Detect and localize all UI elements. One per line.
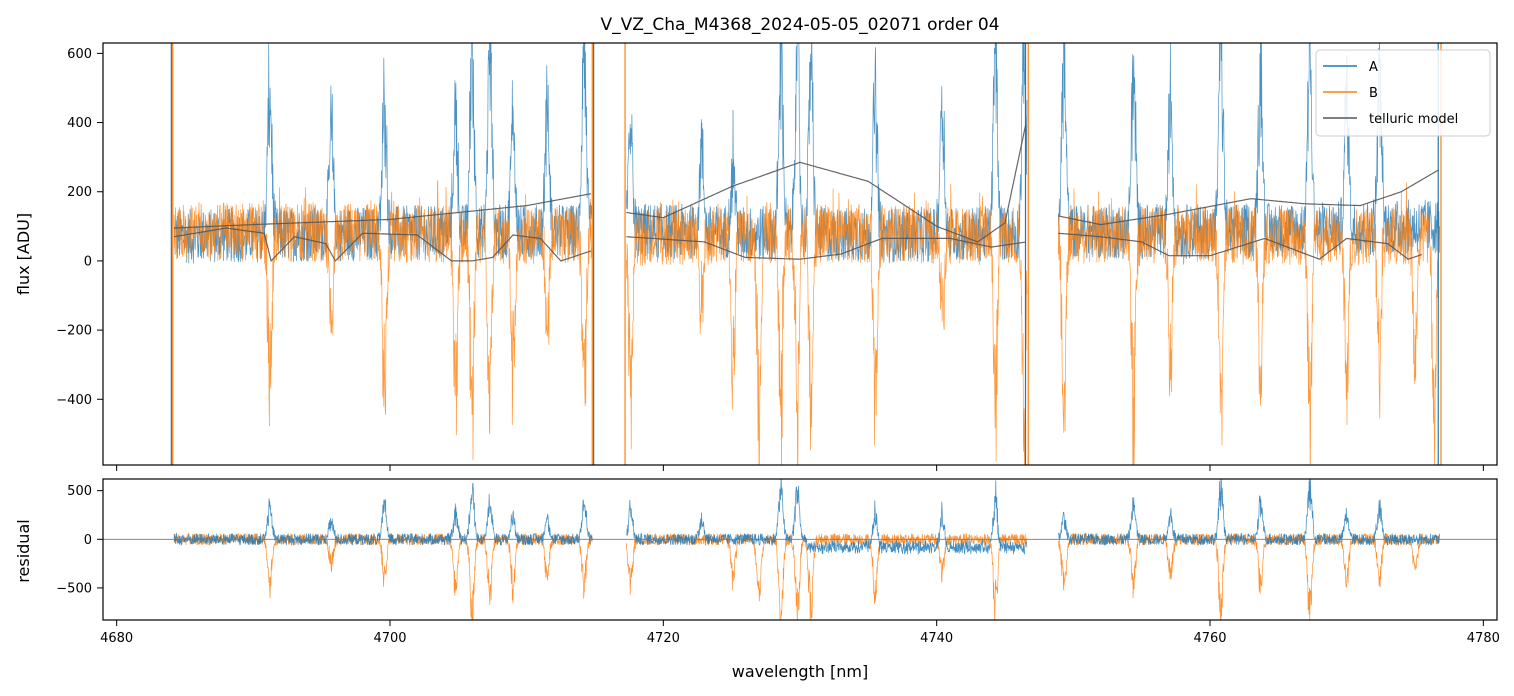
residual-a-segment-2 xyxy=(626,479,1028,555)
x-tick-label: 4760 xyxy=(1193,631,1226,646)
bottom-plot-area xyxy=(103,479,1497,620)
residual-a-segment-1 xyxy=(173,482,593,546)
bottom-y-axis-label: residual xyxy=(14,519,33,582)
telluric-lower-curve-2 xyxy=(626,236,1026,260)
residual-b-segment-2 xyxy=(626,532,1028,620)
y-tick-label: 200 xyxy=(67,185,92,200)
legend-label-telluric: telluric model xyxy=(1369,112,1458,127)
x-axis-label: wavelength [nm] xyxy=(732,662,869,681)
y-tick-label: −400 xyxy=(56,393,92,408)
telluric-upper-curve-2 xyxy=(626,125,1027,243)
x-tick-label: 4720 xyxy=(647,631,680,646)
bottom-panel: −500 0 500 4680 4700 4720 4740 4760 4780 residu… xyxy=(14,478,1500,681)
legend-box xyxy=(1315,49,1491,137)
telluric-lower-curve-3 xyxy=(1058,232,1422,260)
x-tick-label: 4700 xyxy=(373,631,406,646)
y-tick-label: 0 xyxy=(84,254,92,269)
y-tick-label: 0 xyxy=(84,533,92,548)
y-tick-label: −500 xyxy=(56,581,92,596)
residual-a-segment-3 xyxy=(1058,479,1440,546)
residual-b-segment-3 xyxy=(1057,532,1440,620)
top-x-ticks xyxy=(116,465,1484,471)
x-tick-label: 4740 xyxy=(920,631,953,646)
legend: A B telluric model xyxy=(1315,49,1491,137)
series-a-segment-1 xyxy=(173,43,593,264)
bottom-x-ticks: 4680 4700 4720 4740 4760 4780 xyxy=(100,620,1500,646)
series-b-segment-2 xyxy=(626,183,1028,465)
telluric-upper-curve-3 xyxy=(1058,169,1439,226)
telluric-upper-curve-1 xyxy=(174,193,592,229)
y-tick-label: 500 xyxy=(67,484,92,499)
legend-label-b: B xyxy=(1369,86,1378,101)
y-tick-label: 400 xyxy=(67,116,92,131)
x-tick-label: 4780 xyxy=(1467,631,1500,646)
top-plot-area xyxy=(170,43,1442,465)
bottom-y-ticks: −500 0 500 xyxy=(56,484,103,596)
top-panel: −400 −200 0 200 400 600 flux [ADU] xyxy=(14,42,1498,471)
top-y-axis-label: flux [ADU] xyxy=(14,213,33,295)
y-tick-label: 600 xyxy=(67,47,92,62)
top-axes-frame xyxy=(102,42,1498,466)
x-tick-label: 4680 xyxy=(100,631,133,646)
y-tick-label: −200 xyxy=(56,324,92,339)
legend-label-a: A xyxy=(1369,60,1378,75)
bottom-axes-frame xyxy=(102,478,1498,621)
top-y-ticks: −400 −200 0 200 400 600 xyxy=(56,47,103,408)
residual-b-segment-1 xyxy=(173,532,593,620)
series-b-segment-1 xyxy=(173,180,593,461)
chart-title: V_VZ_Cha_M4368_2024-05-05_02071 order 04 xyxy=(600,15,999,35)
telluric-lower-curve-1 xyxy=(174,227,592,263)
